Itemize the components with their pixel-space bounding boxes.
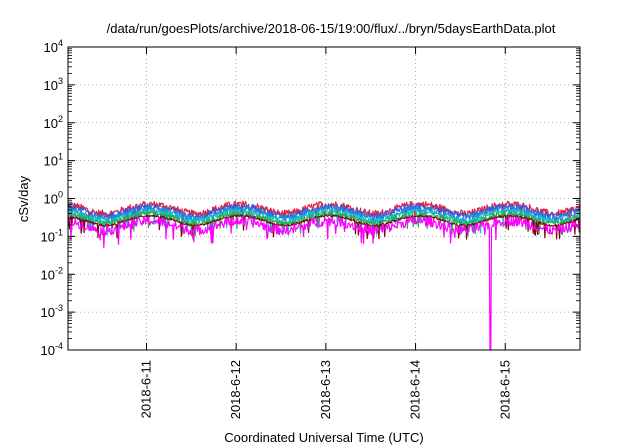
x-tick-label: 2018-6-14 xyxy=(408,360,423,419)
y-tick-base: 10 xyxy=(44,192,58,207)
series-line xyxy=(67,214,581,240)
y-tick-label: 10-1 xyxy=(41,227,63,244)
y-tick-exponent: 4 xyxy=(58,38,63,48)
series-layer xyxy=(67,200,581,351)
series-line xyxy=(67,215,581,351)
y-tick-label: 101 xyxy=(44,152,63,169)
x-axis-label: Coordinated Universal Time (UTC) xyxy=(224,430,423,445)
y-axis-label: cSv/day xyxy=(16,175,31,222)
y-tick-base: 10 xyxy=(41,267,55,282)
y-tick-label: 100 xyxy=(44,190,63,207)
x-tick-label: 2018-6-12 xyxy=(228,360,243,419)
x-tick-label: 2018-6-11 xyxy=(138,360,153,418)
y-tick-label: 10-4 xyxy=(41,341,63,358)
y-tick-base: 10 xyxy=(44,40,58,55)
y-tick-base: 10 xyxy=(41,305,55,320)
x-tick-labels: 2018-6-11 2018-6-12 2018-6-13 2018-6-14 2018… xyxy=(138,360,512,419)
chart-title: /data/run/goesPlots/archive/2018-06-15/1… xyxy=(107,21,556,36)
x-tick-label: 2018-6-15 xyxy=(497,360,512,419)
y-tick-base: 10 xyxy=(44,116,58,131)
y-tick-exponent: -4 xyxy=(55,341,63,351)
y-tick-exponent: -2 xyxy=(55,265,63,275)
y-tick-exponent: 1 xyxy=(58,152,63,162)
y-tick-exponent: -3 xyxy=(55,303,63,313)
y-tick-exponent: -1 xyxy=(55,227,63,237)
y-tick-base: 10 xyxy=(41,343,55,358)
series-line xyxy=(67,210,581,237)
y-tick-base: 10 xyxy=(44,78,58,93)
y-tick-base: 10 xyxy=(44,154,58,169)
y-tick-label: 102 xyxy=(44,114,63,131)
x-tick-label: 2018-6-13 xyxy=(318,360,333,419)
axis-ticks xyxy=(68,46,580,351)
y-tick-label: 10-3 xyxy=(41,303,63,320)
y-tick-exponent: 3 xyxy=(58,76,63,86)
y-tick-label: 103 xyxy=(44,76,63,93)
y-tick-label: 104 xyxy=(44,38,63,55)
y-tick-base: 10 xyxy=(41,229,55,244)
y-tick-exponent: 2 xyxy=(58,114,63,124)
y-tick-label: 10-2 xyxy=(41,265,63,282)
grid xyxy=(68,47,580,350)
y-tick-exponent: 0 xyxy=(58,190,63,200)
